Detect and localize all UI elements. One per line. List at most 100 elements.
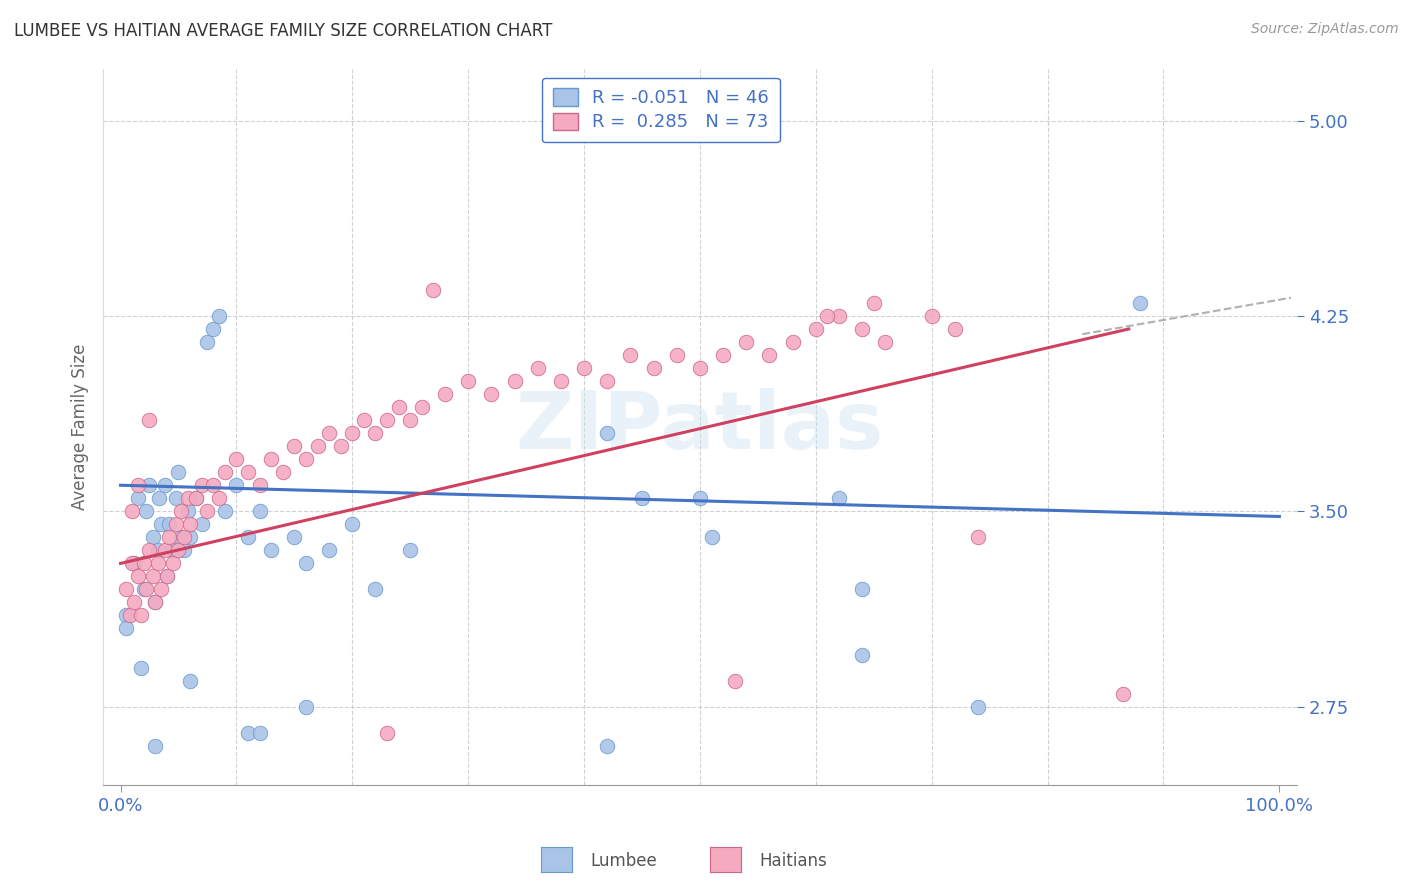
Point xyxy=(202,478,225,492)
Point xyxy=(170,530,193,544)
Point xyxy=(1129,296,1152,310)
Point xyxy=(851,648,873,662)
Point xyxy=(399,543,422,558)
Point xyxy=(572,361,595,376)
Point xyxy=(943,322,966,336)
Point xyxy=(124,595,146,609)
Point xyxy=(190,478,212,492)
Point xyxy=(665,348,688,362)
Point xyxy=(828,491,851,506)
Point xyxy=(131,660,153,674)
Point xyxy=(143,595,166,609)
Point xyxy=(150,517,173,532)
Point xyxy=(115,608,138,623)
Point xyxy=(875,334,897,349)
Point xyxy=(179,673,201,688)
Point xyxy=(143,739,166,753)
Point xyxy=(165,491,187,506)
Point xyxy=(124,557,146,571)
Point xyxy=(177,491,200,506)
Point xyxy=(307,439,329,453)
Point xyxy=(153,543,176,558)
Text: ZIPatlas: ZIPatlas xyxy=(516,388,884,466)
Point xyxy=(156,569,179,583)
Point xyxy=(318,426,340,441)
Point xyxy=(271,465,294,479)
Point xyxy=(142,569,165,583)
Point xyxy=(131,608,153,623)
Point xyxy=(236,530,259,544)
Point xyxy=(138,478,160,492)
Point xyxy=(815,309,838,323)
Point xyxy=(143,595,166,609)
Point xyxy=(283,439,305,453)
Point xyxy=(177,504,200,518)
Point xyxy=(643,361,665,376)
Point xyxy=(167,543,190,558)
Point xyxy=(249,504,271,518)
Point xyxy=(851,582,873,597)
Point xyxy=(388,400,411,414)
Point xyxy=(619,348,641,362)
Point xyxy=(1112,687,1135,701)
Point xyxy=(146,543,169,558)
Point xyxy=(318,543,340,558)
Point xyxy=(295,557,318,571)
Point xyxy=(735,334,758,349)
Point xyxy=(214,465,236,479)
Point xyxy=(596,739,619,753)
Point xyxy=(179,530,201,544)
Point xyxy=(202,322,225,336)
Point xyxy=(118,608,141,623)
Legend: R = -0.051   N = 46, R =  0.285   N = 73: R = -0.051 N = 46, R = 0.285 N = 73 xyxy=(541,78,780,142)
Point xyxy=(851,322,873,336)
Point xyxy=(967,530,990,544)
Point xyxy=(342,426,364,441)
Point xyxy=(689,491,711,506)
Point xyxy=(758,348,780,362)
Point xyxy=(142,530,165,544)
Point xyxy=(804,322,827,336)
Point xyxy=(249,478,271,492)
Point xyxy=(236,465,259,479)
Point xyxy=(479,387,502,401)
Point xyxy=(236,725,259,739)
Point xyxy=(165,517,187,532)
Point xyxy=(295,452,318,467)
Point xyxy=(329,439,352,453)
Point xyxy=(260,543,283,558)
Point xyxy=(146,557,169,571)
Point xyxy=(295,699,318,714)
Point xyxy=(150,582,173,597)
Point xyxy=(135,582,157,597)
Point xyxy=(115,582,138,597)
Point xyxy=(162,557,184,571)
Point xyxy=(828,309,851,323)
Point xyxy=(596,426,619,441)
Point xyxy=(411,400,433,414)
Point xyxy=(127,569,149,583)
Point xyxy=(170,504,193,518)
Point xyxy=(208,491,231,506)
Point xyxy=(132,582,155,597)
Point xyxy=(782,334,804,349)
Point xyxy=(184,491,207,506)
Point xyxy=(135,504,157,518)
Point xyxy=(967,699,990,714)
Point xyxy=(121,557,143,571)
Point xyxy=(214,504,236,518)
Point xyxy=(157,517,180,532)
Point xyxy=(179,517,201,532)
Point xyxy=(433,387,456,401)
Point xyxy=(138,543,160,558)
Point xyxy=(190,517,212,532)
Point xyxy=(921,309,943,323)
Point xyxy=(225,478,247,492)
Point xyxy=(457,374,479,388)
Point xyxy=(148,491,170,506)
Point xyxy=(173,543,195,558)
Point xyxy=(162,543,184,558)
Point xyxy=(689,361,711,376)
Point xyxy=(711,348,734,362)
Point xyxy=(364,426,387,441)
